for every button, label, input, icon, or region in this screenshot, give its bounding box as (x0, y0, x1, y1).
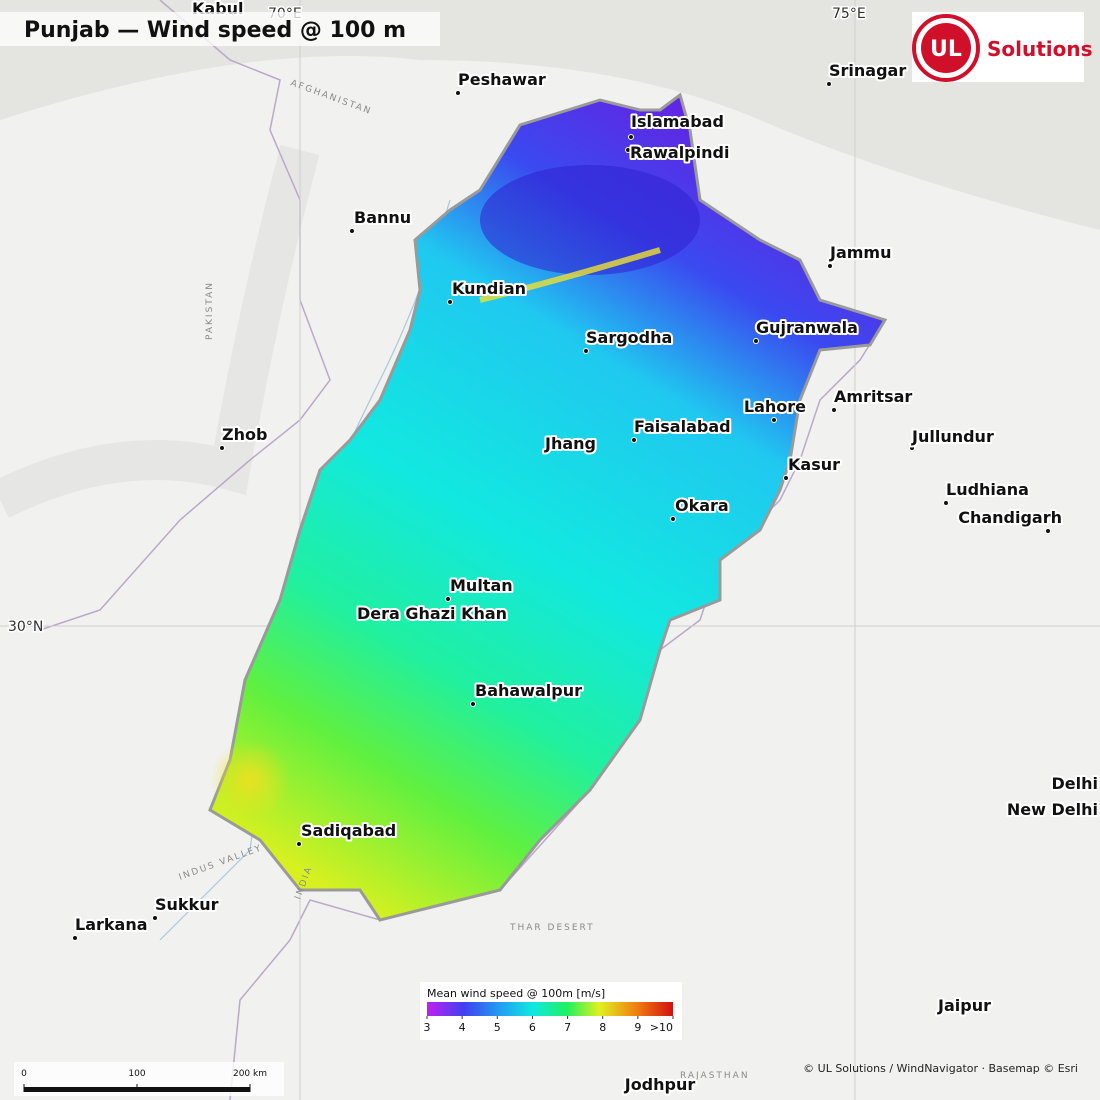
title-bg (0, 12, 440, 46)
city-label: Islamabad (631, 112, 724, 131)
city-dot (771, 417, 777, 423)
city-dot (1045, 528, 1051, 534)
legend-tick-label: 4 (459, 1021, 466, 1034)
salt-range (479, 247, 661, 303)
city-label: Jullundur (911, 427, 994, 446)
city-dot (826, 81, 832, 87)
city-label: Jodhpur (624, 1075, 696, 1094)
low-wind-zone (480, 165, 700, 275)
city-dot (152, 915, 158, 921)
legend-tick-label: 8 (599, 1021, 606, 1034)
logo-disc (921, 23, 971, 73)
cities: KabulPeshawarIslamabadRawalpindiSrinagar… (72, 0, 1100, 1096)
city-label: Dera Ghazi Khan (357, 604, 507, 623)
legend-tick-label: 9 (634, 1021, 641, 1034)
city-label: Sukkur (155, 895, 219, 914)
city-dot (631, 437, 637, 443)
city-label: Gujranwala (756, 318, 858, 337)
legend: Mean wind speed @ 100m [m/s] 3 4 5 6 7 8 9 >10 (420, 982, 682, 1040)
city-label: Multan (450, 576, 513, 595)
punjab-wind-layer (208, 92, 888, 922)
city-dot (783, 475, 789, 481)
city-dot (72, 935, 78, 941)
city-label: Chandigarh (958, 508, 1062, 527)
city-label: Peshawar (458, 70, 546, 89)
legend-tick-label: 6 (529, 1021, 536, 1034)
scale-tick-label: 200 km (233, 1069, 267, 1079)
logo-mark: UL (930, 37, 962, 62)
city-dot (753, 338, 759, 344)
city-label: Bannu (354, 208, 411, 227)
city-label: Sadiqabad (301, 821, 396, 840)
hills (0, 144, 320, 518)
city-label: Rawalpindi (630, 143, 729, 162)
city-label: Kasur (788, 455, 840, 474)
city-label: Delhi (1052, 774, 1099, 793)
punjab-region (208, 92, 888, 922)
attribution: © UL Solutions / WindNavigator · Basemap… (803, 1062, 1078, 1075)
city-label: Faisalabad (634, 417, 731, 436)
high-wind-zone (210, 740, 290, 820)
city-dot (349, 228, 355, 234)
city-label: Lahore (744, 397, 806, 416)
city-label: Bahawalpur (475, 681, 582, 700)
city-dot (628, 134, 634, 140)
city-dot (831, 407, 837, 413)
city-dot (827, 263, 833, 269)
city-dot (296, 841, 302, 847)
city-dot (670, 516, 676, 522)
city-label: Sargodha (586, 328, 672, 347)
city-dot (943, 500, 949, 506)
color-bar (427, 1002, 673, 1016)
legend-title: Mean wind speed @ 100m [m/s] (427, 987, 605, 1000)
scale-tick-label: 100 (128, 1069, 145, 1079)
legend-tick-label: >10 (650, 1021, 673, 1034)
city-label: Larkana (75, 915, 148, 934)
city-label: Zhob (222, 425, 267, 444)
city-label: Kundian (452, 279, 526, 298)
city-label: Jammu (829, 243, 891, 262)
city-label: New Delhi (1007, 800, 1098, 819)
scale-tick-label: 0 (21, 1069, 27, 1079)
city-dot (625, 147, 631, 153)
city-dot (455, 90, 461, 96)
city-dot (470, 701, 476, 707)
city-dot (447, 299, 453, 305)
logo: UL Solutions (912, 12, 1093, 82)
mountains (0, 0, 1100, 230)
city-label: Okara (675, 496, 729, 515)
basemap-label: PAKISTAN (205, 281, 215, 340)
legend-tick-label: 7 (564, 1021, 571, 1034)
city-dot (909, 445, 915, 451)
city-dot (583, 348, 589, 354)
city-dot (219, 445, 225, 451)
city-label: Srinagar (829, 61, 906, 80)
legend-tick-label: 5 (494, 1021, 501, 1034)
scale-bar: 0 100 200 km (14, 1062, 284, 1096)
basemap-label: RAJASTHAN (680, 1071, 750, 1081)
graticule-label: 30°N (8, 619, 43, 635)
graticule-label: 75°E (832, 6, 866, 22)
city-label: Jhang (544, 434, 596, 453)
city-dot (445, 596, 451, 602)
city-label: Amritsar (834, 387, 912, 406)
basemap-label: THAR DESERT (509, 923, 595, 933)
city-label: Ludhiana (946, 480, 1029, 499)
city-label: Jaipur (937, 996, 991, 1015)
title: Punjab — Wind speed @ 100 m (24, 18, 406, 43)
logo-text: Solutions (987, 37, 1093, 61)
legend-tick-label: 3 (424, 1021, 431, 1034)
